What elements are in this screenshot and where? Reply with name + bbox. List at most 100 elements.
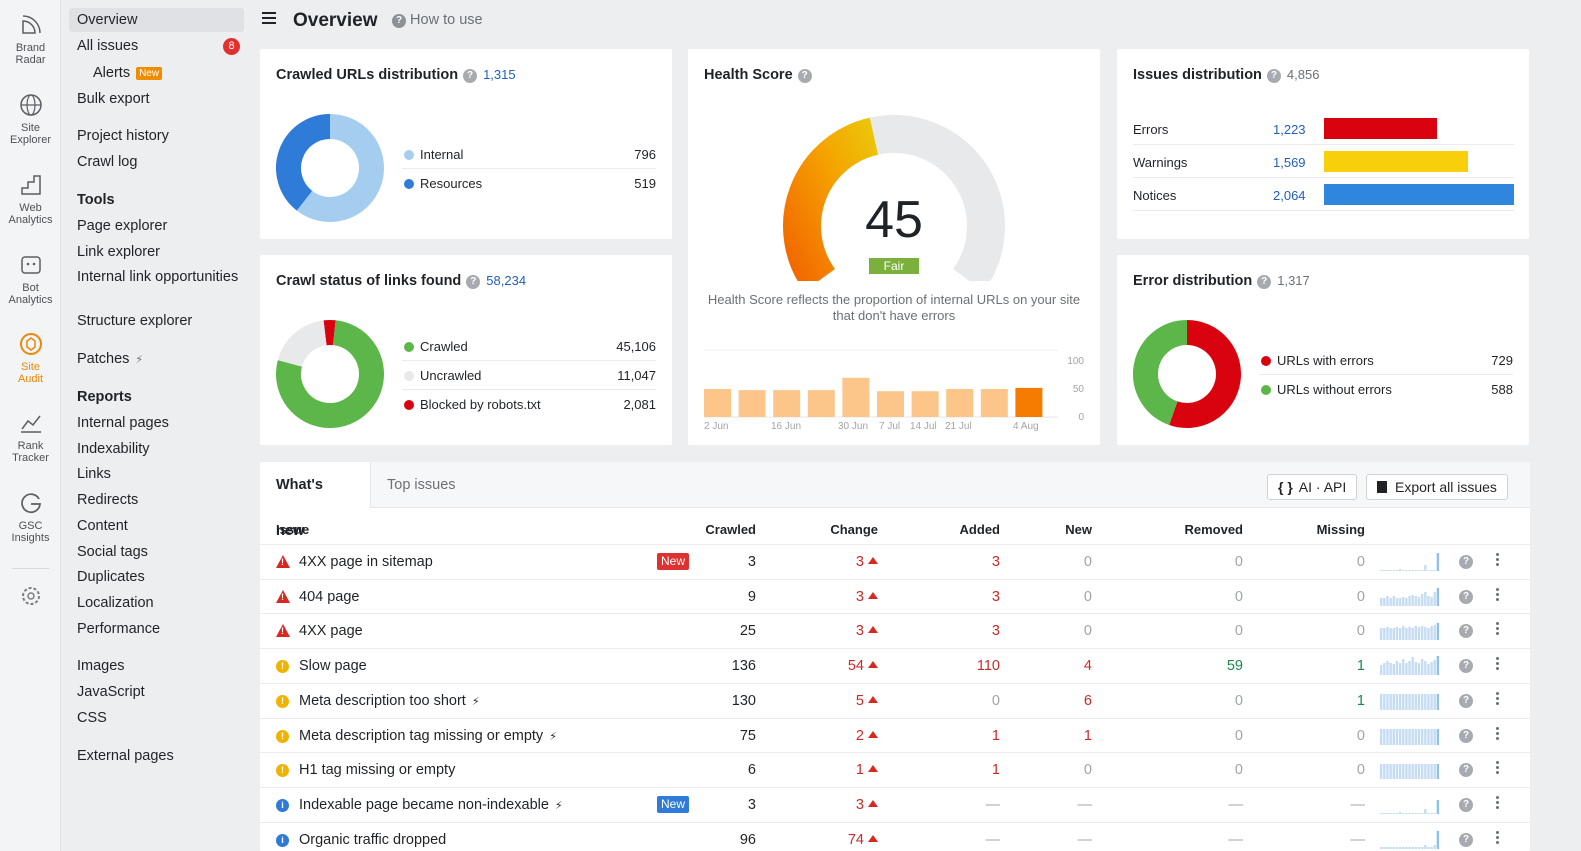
issues-distribution-row[interactable]: Warnings 1,569 xyxy=(1133,145,1514,178)
new-value[interactable]: 6 xyxy=(1083,692,1092,709)
change-cell[interactable]: 3 xyxy=(790,623,878,639)
help-icon[interactable]: ? xyxy=(1459,728,1473,743)
table-row[interactable]: 4XX page in sitemap New 3 3 3 0 0 0? xyxy=(260,544,1530,579)
added-value[interactable]: — xyxy=(985,796,1001,813)
issue-name[interactable]: 4XX page xyxy=(299,623,363,639)
nav-content[interactable]: Content xyxy=(77,518,128,534)
issue-name[interactable]: H1 tag missing or empty xyxy=(299,762,455,778)
removed-value[interactable]: 0 xyxy=(1234,762,1243,779)
crawled-value[interactable]: 96 xyxy=(739,831,756,848)
added-value[interactable]: 110 xyxy=(976,658,1000,675)
table-row[interactable]: i Indexable page became non-indexable ⚡︎ Ne… xyxy=(260,786,1530,822)
trend-sparkline[interactable] xyxy=(1380,586,1440,606)
change-cell[interactable]: 2 xyxy=(790,728,878,744)
more-options-icon[interactable] xyxy=(1496,622,1500,637)
col-crawled[interactable]: Crawled xyxy=(705,522,756,537)
more-options-icon[interactable] xyxy=(1496,830,1500,846)
rail-web-analytics[interactable]: Web Analytics xyxy=(0,172,61,226)
crawled-value[interactable]: 9 xyxy=(747,588,756,605)
new-value[interactable]: 0 xyxy=(1083,623,1092,640)
history-bar[interactable] xyxy=(738,390,766,417)
legend-row[interactable]: Blocked by robots.txt 2,081 xyxy=(402,390,656,419)
distribution-value[interactable]: 1,223 xyxy=(1273,122,1306,137)
rail-brand-radar[interactable]: Brand Radar xyxy=(0,12,61,66)
nav-project-history[interactable]: Project history xyxy=(77,128,169,144)
legend-row[interactable]: Crawled 45,106 xyxy=(402,332,656,361)
legend-row[interactable]: Internal 796 xyxy=(402,140,656,169)
ai-api-button[interactable]: { } AI · API xyxy=(1267,474,1358,500)
help-icon[interactable]: ? xyxy=(463,69,478,83)
change-cell[interactable]: 5 xyxy=(790,693,878,709)
help-icon[interactable]: ? xyxy=(797,69,812,83)
crawled-urls-donut[interactable] xyxy=(276,114,384,222)
rail-site-explorer[interactable]: Site Explorer xyxy=(0,92,61,146)
distribution-value[interactable]: 2,064 xyxy=(1273,188,1306,203)
issue-name[interactable]: Meta description tag missing or empty ⚡︎ xyxy=(299,728,557,744)
crawl-status-donut[interactable] xyxy=(276,320,384,428)
help-icon[interactable]: ? xyxy=(1459,693,1473,708)
missing-value[interactable]: 0 xyxy=(1356,623,1365,640)
trend-sparkline[interactable] xyxy=(1380,551,1440,571)
help-icon[interactable]: ? xyxy=(1459,763,1473,778)
more-options-icon[interactable] xyxy=(1496,657,1500,672)
crawled-value[interactable]: 25 xyxy=(739,623,756,640)
help-icon[interactable]: ? xyxy=(1459,624,1473,639)
new-value[interactable]: 0 xyxy=(1083,554,1092,570)
nav-link-explorer[interactable]: Link explorer xyxy=(77,244,161,260)
new-value[interactable]: 0 xyxy=(1083,762,1092,779)
more-options-icon[interactable] xyxy=(1496,587,1500,603)
more-options-icon[interactable] xyxy=(1496,691,1500,707)
change-cell[interactable]: 3 xyxy=(790,589,878,605)
nav-css[interactable]: CSS xyxy=(77,710,107,726)
nav-indexability[interactable]: Indexability xyxy=(77,441,150,457)
help-icon[interactable]: ? xyxy=(1459,589,1473,604)
added-value[interactable]: 3 xyxy=(991,588,1000,605)
missing-value[interactable]: 0 xyxy=(1356,727,1365,744)
added-value[interactable]: 3 xyxy=(991,623,1000,640)
nav-page-explorer[interactable]: Page explorer xyxy=(77,218,168,234)
legend-row[interactable]: URLs with errors 729 xyxy=(1259,346,1513,375)
error-distribution-donut[interactable] xyxy=(1133,320,1241,428)
legend-row[interactable]: Uncrawled 11,047 xyxy=(402,361,656,390)
nav-javascript[interactable]: JavaScript xyxy=(77,684,145,700)
history-bar[interactable] xyxy=(773,390,801,417)
donut-slice[interactable] xyxy=(1169,320,1241,428)
distribution-bar[interactable] xyxy=(1324,151,1469,172)
rail-gsc-insights[interactable]: GSC Insights xyxy=(0,490,61,544)
nav-social-tags[interactable]: Social tags xyxy=(77,544,148,560)
nav-crawl-log[interactable]: Crawl log xyxy=(77,154,138,170)
trend-sparkline[interactable] xyxy=(1380,794,1440,814)
nav-internal-link-opportunities[interactable]: Internal link opportunities xyxy=(77,269,239,285)
removed-value[interactable]: 0 xyxy=(1234,692,1243,709)
table-row[interactable]: i Organic traffic dropped 96 74 — — — —? xyxy=(260,821,1530,851)
nav-all-issues[interactable]: All issues 8 xyxy=(69,34,244,58)
donut-slice[interactable] xyxy=(277,320,328,368)
change-cell[interactable]: 74 xyxy=(790,832,878,848)
donut-slice[interactable] xyxy=(276,320,384,428)
change-cell[interactable]: 1 xyxy=(790,762,878,778)
nav-external-pages[interactable]: External pages xyxy=(77,748,174,764)
table-row[interactable]: ! Slow page 136 54 110 4 59 1? xyxy=(260,648,1530,683)
donut-slice[interactable] xyxy=(296,114,384,222)
new-value[interactable]: 4 xyxy=(1083,658,1092,675)
history-bar[interactable] xyxy=(877,391,904,417)
donut-slice[interactable] xyxy=(276,114,331,211)
issue-name[interactable]: Slow page xyxy=(299,658,367,674)
table-row[interactable]: ! Meta description tag missing or empty ⚡︎… xyxy=(260,717,1530,753)
missing-value[interactable]: 0 xyxy=(1356,588,1365,605)
trend-sparkline[interactable] xyxy=(1380,655,1440,676)
more-options-icon[interactable] xyxy=(1496,795,1500,811)
nav-images[interactable]: Images xyxy=(77,658,125,674)
tab-whats-new[interactable]: What's new xyxy=(260,462,371,539)
issues-distribution-row[interactable]: Errors 1,223 xyxy=(1133,112,1514,145)
more-options-icon[interactable] xyxy=(1496,553,1500,568)
nav-bulk-export[interactable]: Bulk export xyxy=(77,91,150,107)
removed-value[interactable]: — xyxy=(1228,796,1244,813)
removed-value[interactable]: 0 xyxy=(1234,623,1243,640)
distribution-value[interactable]: 1,569 xyxy=(1273,155,1306,170)
change-cell[interactable]: 54 xyxy=(790,658,878,674)
nav-internal-pages[interactable]: Internal pages xyxy=(77,415,169,431)
new-value[interactable]: — xyxy=(1077,831,1093,848)
more-options-icon[interactable] xyxy=(1496,761,1500,776)
missing-value[interactable]: 1 xyxy=(1356,692,1365,709)
